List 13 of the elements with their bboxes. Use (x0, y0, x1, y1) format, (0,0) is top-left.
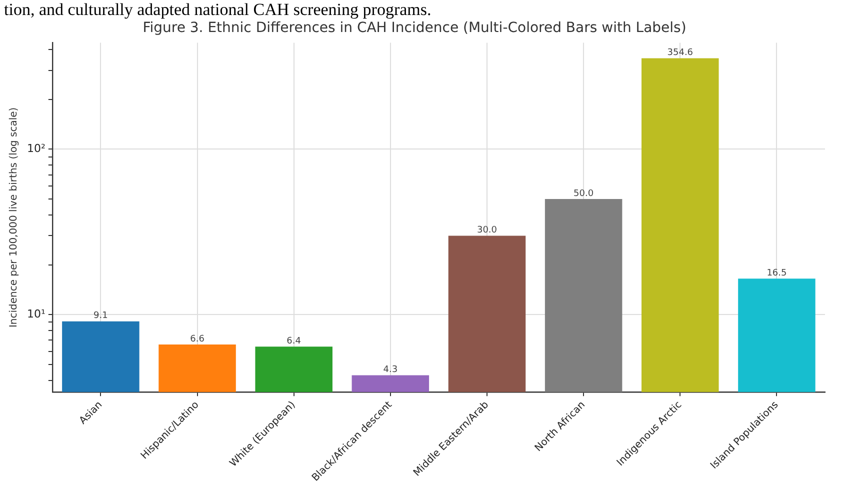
y-tick-label: 10¹ (26, 307, 46, 320)
text: tion, and culturally adapted national CAH screening programs. (3, 0, 432, 20)
data-label: 354.6 (667, 48, 694, 58)
y-axis-title: Incidence per 100,000 live births (log scale) (8, 107, 20, 328)
data-label: 30.0 (476, 226, 498, 236)
data-label: 4.3 (383, 365, 398, 376)
data-label: 50.0 (574, 188, 594, 199)
y-tick-label: 10² (26, 142, 46, 156)
data-label: 16.5 (766, 268, 787, 278)
data-label: 9.1 (94, 311, 108, 322)
data-label: 6.4 (286, 336, 302, 346)
data-label: 6.6 (190, 334, 205, 344)
chart-title: Figure 3. Ethnic Differences in CAH Incidence (Multi-Colored Bars with Labels) (142, 20, 686, 36)
